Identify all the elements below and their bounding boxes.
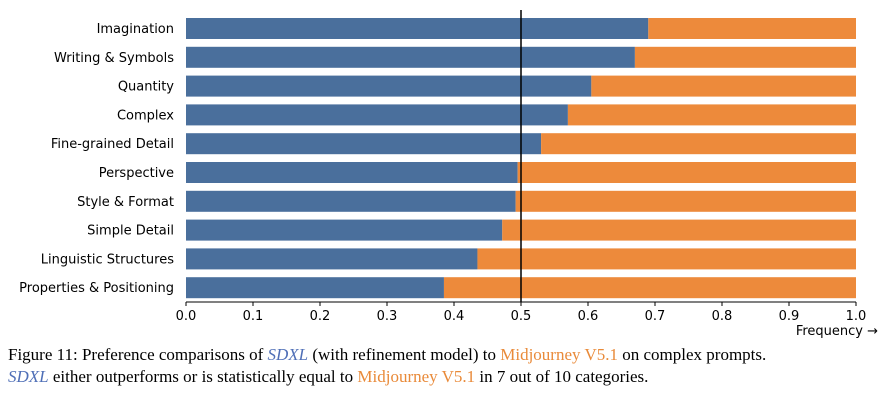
caption-text: on complex prompts. [618,345,767,364]
x-tick-label: 0.3 [377,309,398,324]
x-axis-label: Frequency → [796,324,878,339]
bar-sdxl [186,219,503,241]
category-label: Complex [117,108,174,123]
preference-bar-chart: Imagination Writing & Symbols Quantity Comp… [19,10,878,339]
x-tick-label: 0.6 [578,309,599,324]
bar-midjourney [515,190,856,212]
category-label: Simple Detail [87,224,174,239]
bar-sdxl [186,46,635,68]
bar-sdxl [186,190,516,212]
bar-midjourney [517,162,856,183]
caption-text: in 7 out of 10 categories. [475,367,649,386]
bar-sdxl [186,248,478,270]
category-label: Linguistic Structures [41,252,174,267]
bar-midjourney [541,133,856,155]
bar-sdxl [186,133,542,155]
caption-sdxl: SDXL [267,345,309,364]
bar-midjourney [477,248,856,270]
category-label: Quantity [118,80,174,95]
caption-line-2: SDXL either outperforms or is statistica… [8,366,892,388]
category-label: Properties & Positioning [19,281,174,296]
bar-sdxl [186,277,444,299]
bar-sdxl [186,75,592,97]
x-tick-label: 0.2 [310,309,331,324]
caption-text: Figure 11: Preference comparisons of [8,345,268,364]
x-tick-label: 1.0 [846,309,867,324]
caption-line-1: Figure 11: Preference comparisons of SDX… [8,344,892,366]
category-label: Perspective [99,166,174,181]
category-label: Fine-grained Detail [51,137,174,152]
bar-sdxl [186,162,518,183]
bar-midjourney [634,46,856,68]
x-tick-label: 0.1 [243,309,264,324]
caption-midjourney: Midjourney V5.1 [500,345,618,364]
category-label: Writing & Symbols [54,51,174,66]
category-label: Imagination [97,22,174,37]
category-label: Style & Format [77,195,174,210]
bar-midjourney [648,18,856,39]
bar-midjourney [502,219,856,241]
bar-midjourney [567,104,856,126]
figure-caption: Figure 11: Preference comparisons of SDX… [8,344,892,388]
caption-text: either outperforms or is statistically e… [48,367,358,386]
x-tick-label: 0.5 [511,309,532,324]
x-tick-label: 0.9 [779,309,800,324]
caption-sdxl: SDXL [8,367,49,386]
bar-midjourney [591,75,856,97]
x-tick-label: 0.4 [444,309,465,324]
bar-midjourney [443,277,856,299]
bar-sdxl [186,104,568,126]
x-tick-label: 0.7 [645,309,666,324]
x-tick-label: 0.0 [176,309,197,324]
x-tick-label: 0.8 [712,309,733,324]
caption-midjourney: Midjourney V5.1 [357,367,476,386]
bar-sdxl [186,18,649,39]
caption-text: (with refinement model) to [308,345,501,364]
